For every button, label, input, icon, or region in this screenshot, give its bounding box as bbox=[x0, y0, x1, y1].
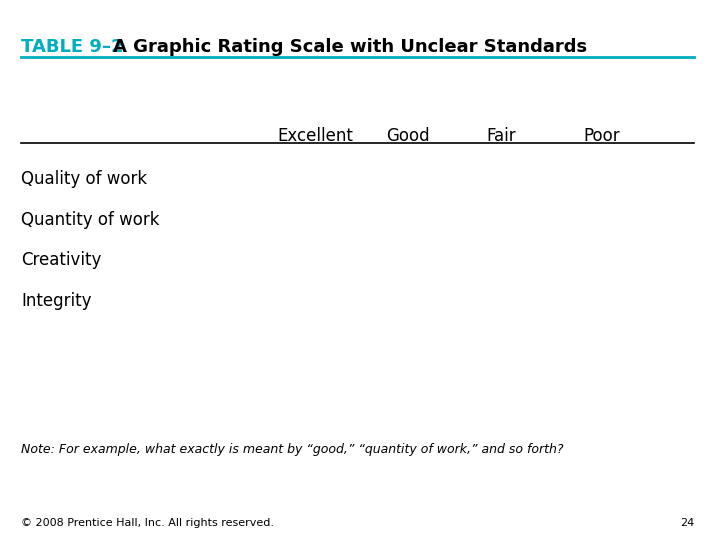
Text: Good: Good bbox=[386, 127, 430, 145]
Text: Fair: Fair bbox=[486, 127, 516, 145]
Text: Quantity of work: Quantity of work bbox=[22, 211, 160, 228]
Text: Poor: Poor bbox=[583, 127, 619, 145]
Text: © 2008 Prentice Hall, Inc. All rights reserved.: © 2008 Prentice Hall, Inc. All rights re… bbox=[22, 518, 274, 529]
Text: Quality of work: Quality of work bbox=[22, 170, 148, 188]
Text: TABLE 9–2: TABLE 9–2 bbox=[22, 38, 124, 56]
Text: 24: 24 bbox=[680, 518, 694, 529]
Text: A Graphic Rating Scale with Unclear Standards: A Graphic Rating Scale with Unclear Stan… bbox=[113, 38, 588, 56]
Text: Note: For example, what exactly is meant by “good,” “quantity of work,” and so f: Note: For example, what exactly is meant… bbox=[22, 443, 564, 456]
Text: Integrity: Integrity bbox=[22, 292, 92, 309]
Text: Creativity: Creativity bbox=[22, 251, 102, 269]
Text: Excellent: Excellent bbox=[277, 127, 353, 145]
